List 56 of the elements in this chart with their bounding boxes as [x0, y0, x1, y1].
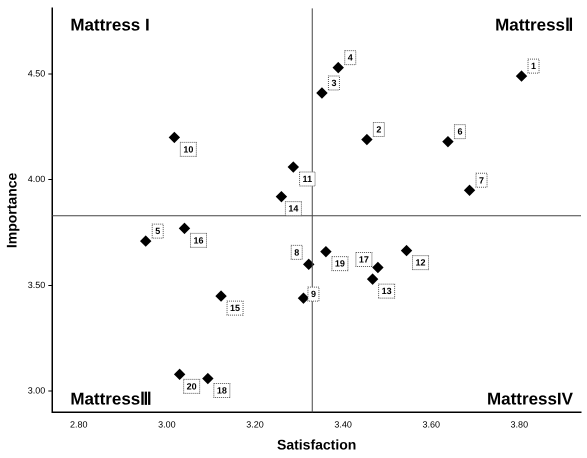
point: [202, 373, 214, 384]
point: [298, 292, 309, 304]
annotation: MattressⅢ: [70, 389, 152, 408]
point: [442, 136, 454, 148]
point: [178, 222, 190, 234]
point: [464, 184, 476, 196]
x-axis-title: Satisfaction: [276, 436, 356, 452]
annotation: 15: [230, 303, 240, 314]
annotation: 7: [479, 175, 484, 186]
point: [303, 258, 314, 270]
y-tick-label: 4.00: [28, 174, 46, 184]
y-axis-title: Importance: [3, 172, 20, 248]
x-tick-label: 2.80: [70, 419, 88, 430]
annotation: MattressIV: [487, 389, 574, 408]
annotation: 19: [334, 258, 345, 269]
annotation: 11: [302, 174, 312, 184]
point: [401, 245, 412, 256]
point: [216, 290, 227, 302]
annotation: 2: [376, 124, 382, 135]
annotation: 13: [382, 286, 392, 296]
annotation: 3: [331, 78, 336, 88]
annotation: 9: [310, 289, 316, 300]
annotation: 5: [155, 226, 160, 236]
annotation: 1: [531, 61, 536, 72]
point: [332, 62, 344, 74]
annotation: 4: [348, 52, 353, 63]
point: [276, 191, 287, 202]
point: [174, 368, 186, 380]
annotation: 18: [216, 386, 227, 396]
y-tick-label: 3.00: [28, 386, 46, 396]
annotation: Mattress I: [70, 15, 150, 34]
point: [372, 262, 384, 274]
x-tick-label: 3.60: [422, 419, 440, 430]
annotation: 12: [416, 258, 426, 268]
y-tick-label: 4.50: [28, 68, 46, 78]
point: [288, 162, 299, 173]
point: [320, 246, 332, 258]
x-tick-label: 3.80: [510, 419, 528, 430]
x-tick-label: 3.40: [334, 419, 352, 430]
annotation: 8: [294, 247, 300, 258]
point: [361, 134, 372, 146]
point: [316, 88, 328, 99]
annotation: 16: [193, 235, 204, 246]
annotation: 20: [186, 381, 197, 392]
y-tick-label: 3.50: [28, 280, 46, 290]
point: [140, 236, 152, 247]
annotation: 6: [457, 126, 462, 137]
annotation: 14: [288, 204, 298, 214]
point: [367, 274, 378, 285]
annotation: 10: [183, 144, 194, 154]
annotation: MattressⅡ: [495, 15, 573, 34]
x-tick-label: 3.00: [158, 419, 176, 430]
annotation: 17: [358, 254, 369, 264]
x-tick-label: 3.20: [246, 419, 264, 430]
point: [516, 70, 528, 82]
point: [168, 132, 180, 143]
